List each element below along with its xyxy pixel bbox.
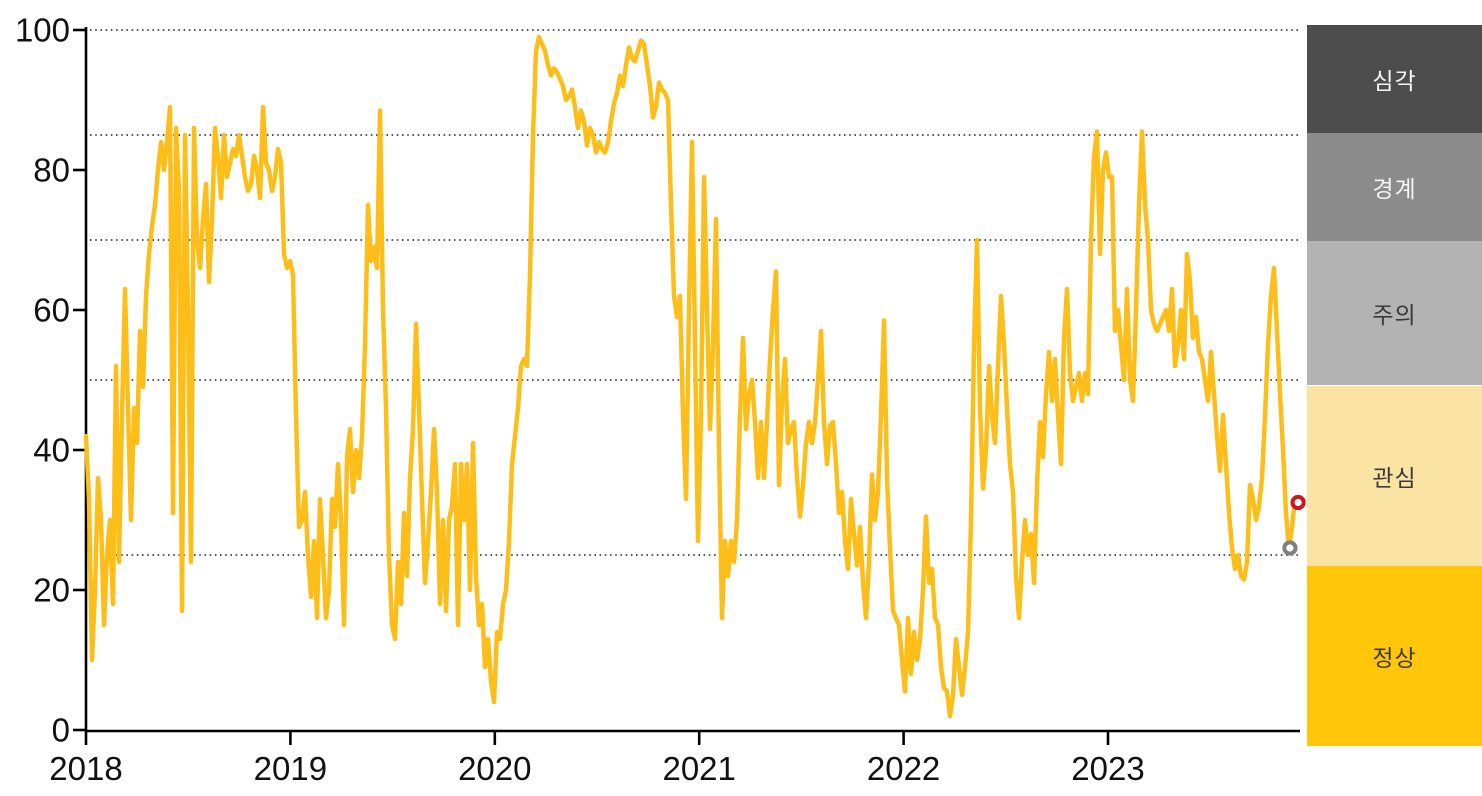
latest-value-marker <box>1290 494 1306 511</box>
y-tick-label-80: 80 <box>33 151 70 189</box>
x-tick-label-2022: 2022 <box>866 750 941 787</box>
band-gwansim: 관심 <box>1307 385 1482 566</box>
band-juui-label: 주의 <box>1372 302 1417 329</box>
y-tick-label-20: 20 <box>33 571 70 609</box>
band-jeongsang-label: 정상 <box>1372 644 1417 671</box>
x-tick-label-2020: 2020 <box>458 750 532 787</box>
x-tick-label-2019: 2019 <box>253 750 328 787</box>
previous-value-marker <box>1282 540 1298 556</box>
band-juui: 주의 <box>1307 241 1482 386</box>
y-tick-label-100: 100 <box>14 11 70 49</box>
x-tick-label-2018: 2018 <box>49 750 123 787</box>
band-simgak: 심각 <box>1307 25 1482 134</box>
y-tick-label-60: 60 <box>33 291 70 329</box>
index-line <box>83 34 1298 719</box>
y-tick-label-40: 40 <box>33 431 70 469</box>
band-gyeonggye: 경계 <box>1307 133 1482 242</box>
x-tick-label-2021: 2021 <box>662 750 736 787</box>
band-gwansim-label: 관심 <box>1372 464 1417 491</box>
y-tick-label-0: 0 <box>51 711 70 749</box>
band-gyeonggye-label: 경계 <box>1372 176 1417 203</box>
band-jeongsang: 정상 <box>1307 565 1482 746</box>
x-tick-label-2023: 2023 <box>1071 750 1145 787</box>
band-simgak-label: 심각 <box>1372 68 1417 95</box>
